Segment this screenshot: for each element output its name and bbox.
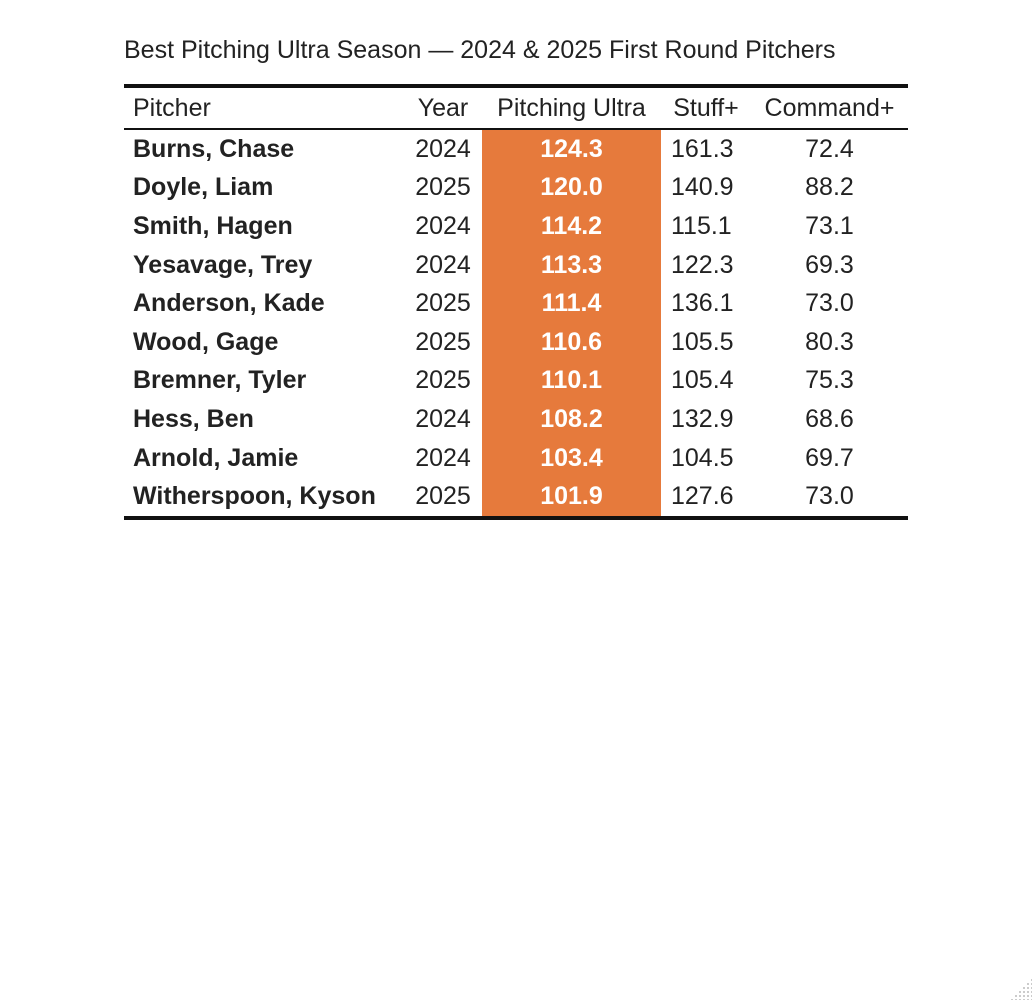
cell-pitching-ultra: 120.0 — [482, 168, 661, 208]
cell-command-plus: 73.1 — [805, 211, 854, 240]
table-row: Doyle, Liam 2025 120.0 140.9 88.2 — [124, 168, 908, 208]
cell-pitching-ultra: 110.1 — [482, 361, 661, 401]
cell-pitcher: Yesavage, Trey — [133, 250, 313, 279]
cell-command-plus: 69.7 — [805, 443, 854, 472]
table-row: Arnold, Jamie 2024 103.4 104.5 69.7 — [124, 438, 908, 478]
cell-stuff-plus: 161.3 — [671, 134, 734, 163]
column-header-year: Year — [404, 86, 482, 130]
cell-command-plus: 80.3 — [805, 327, 854, 356]
cell-stuff-plus: 105.4 — [671, 366, 734, 395]
cell-year: 2024 — [415, 404, 471, 433]
column-header-pitcher: Pitcher — [124, 86, 404, 130]
cell-pitcher: Smith, Hagen — [133, 211, 293, 240]
resize-grip-icon[interactable] — [1010, 978, 1032, 1000]
cell-command-plus: 73.0 — [805, 289, 854, 318]
pitching-table: Pitcher Year Pitching Ultra Stuff+ Comma… — [124, 84, 908, 520]
cell-pitching-ultra: 101.9 — [482, 477, 661, 518]
cell-pitching-ultra: 124.3 — [482, 129, 661, 169]
cell-year: 2025 — [415, 482, 471, 511]
cell-command-plus: 68.6 — [805, 404, 854, 433]
cell-pitching-ultra: 110.6 — [482, 322, 661, 362]
cell-command-plus: 72.4 — [805, 134, 854, 163]
table-body: Burns, Chase 2024 124.3 161.3 72.4 Doyle, Lia… — [124, 129, 908, 518]
cell-year: 2024 — [415, 250, 471, 279]
cell-stuff-plus: 132.9 — [671, 404, 734, 433]
cell-command-plus: 73.0 — [805, 482, 854, 511]
cell-pitching-ultra: 111.4 — [482, 284, 661, 323]
cell-stuff-plus: 136.1 — [671, 289, 734, 318]
cell-pitcher: Doyle, Liam — [133, 173, 274, 202]
cell-pitching-ultra: 113.3 — [482, 245, 661, 285]
column-header-command-plus: Command+ — [751, 86, 908, 130]
cell-stuff-plus: 105.5 — [671, 327, 734, 356]
cell-pitcher: Arnold, Jamie — [133, 443, 299, 472]
cell-command-plus: 88.2 — [805, 173, 854, 202]
cell-stuff-plus: 122.3 — [671, 250, 734, 279]
cell-pitching-ultra: 103.4 — [482, 438, 661, 478]
cell-pitching-ultra: 114.2 — [482, 207, 661, 246]
cell-year: 2025 — [415, 327, 471, 356]
cell-pitcher: Burns, Chase — [133, 134, 295, 163]
cell-pitcher: Bremner, Tyler — [133, 366, 307, 395]
cell-pitcher: Witherspoon, Kyson — [133, 482, 376, 511]
cell-stuff-plus: 115.1 — [671, 211, 732, 240]
cell-pitcher: Hess, Ben — [133, 404, 254, 433]
cell-pitcher: Wood, Gage — [133, 327, 279, 356]
header-row: Pitcher Year Pitching Ultra Stuff+ Comma… — [124, 86, 908, 130]
cell-year: 2025 — [415, 366, 471, 395]
cell-year: 2024 — [415, 134, 471, 163]
cell-stuff-plus: 140.9 — [671, 173, 734, 202]
table-row: Anderson, Kade 2025 111.4 136.1 73.0 — [124, 284, 908, 323]
cell-year: 2025 — [415, 173, 471, 202]
cell-pitching-ultra: 108.2 — [482, 400, 661, 439]
table-row: Bremner, Tyler 2025 110.1 105.4 75.3 — [124, 361, 908, 401]
column-header-stuff-plus: Stuff+ — [661, 86, 751, 130]
cell-pitcher: Anderson, Kade — [133, 289, 325, 318]
cell-command-plus: 75.3 — [805, 366, 854, 395]
table-row: Hess, Ben 2024 108.2 132.9 68.6 — [124, 400, 908, 439]
column-header-pitching-ultra: Pitching Ultra — [482, 86, 661, 130]
table-row: Wood, Gage 2025 110.6 105.5 80.3 — [124, 322, 908, 362]
cell-stuff-plus: 104.5 — [671, 443, 734, 472]
table-row: Witherspoon, Kyson 2025 101.9 127.6 73.0 — [124, 477, 908, 518]
table-row: Smith, Hagen 2024 114.2 115.1 73.1 — [124, 207, 908, 246]
cell-year: 2024 — [415, 211, 471, 240]
table-row: Yesavage, Trey 2024 113.3 122.3 69.3 — [124, 245, 908, 285]
cell-year: 2025 — [415, 289, 471, 318]
cell-command-plus: 69.3 — [805, 250, 854, 279]
cell-year: 2024 — [415, 443, 471, 472]
cell-stuff-plus: 127.6 — [671, 482, 734, 511]
table-row: Burns, Chase 2024 124.3 161.3 72.4 — [124, 129, 908, 169]
chart-title: Best Pitching Ultra Season — 2024 & 2025… — [124, 36, 836, 64]
